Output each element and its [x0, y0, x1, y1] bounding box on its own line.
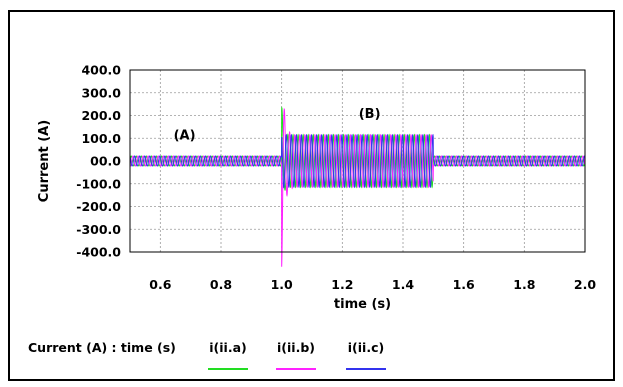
y-tick-label: -100.0	[76, 176, 121, 191]
x-axis-label: time (s)	[334, 297, 391, 312]
x-tick-label: 2.0	[574, 277, 596, 292]
annotation-label: (B)	[359, 107, 381, 122]
y-tick-label: 100.0	[81, 131, 121, 146]
legend-title: Current (A) : time (s)	[28, 340, 176, 355]
plot-area-border	[129, 69, 586, 253]
series-line-i(ii.a)	[129, 106, 586, 191]
y-tick-label: 200.0	[81, 108, 121, 123]
y-tick-label: -200.0	[76, 199, 121, 214]
y-tick-label: 00.0	[90, 154, 121, 169]
x-tick-label: 1.2	[331, 277, 353, 292]
legend-entry-label: i(ii.c)	[348, 340, 384, 355]
x-tick-label: 1.8	[513, 277, 535, 292]
y-tick-label: -300.0	[76, 222, 121, 237]
legend-entry-label: i(ii.a)	[209, 340, 246, 355]
y-tick-labels: 400.0 300.0 200.0 100.0 00.0 -100.0 -200.0 -300…	[76, 63, 121, 260]
y-tick-label: 300.0	[81, 85, 121, 100]
x-tick-label: 1.0	[271, 277, 293, 292]
x-tick-label: 1.4	[392, 277, 414, 292]
series-traces	[129, 106, 586, 267]
series-line-i(ii.c)	[129, 133, 586, 189]
y-tick-label: 400.0	[81, 63, 121, 78]
annotations: (A) (B)	[174, 107, 381, 144]
x-tick-labels: 0.6 0.8 1.0 1.2 1.4 1.6 1.8 2.0	[149, 277, 596, 292]
legend: i(ii.a) i(ii.b) i(ii.c)	[208, 340, 386, 370]
x-tick-label: 1.6	[453, 277, 475, 292]
y-axis-label: Current (A)	[37, 120, 52, 202]
annotation-label: (A)	[174, 128, 196, 143]
x-tick-label: 0.6	[149, 277, 171, 292]
y-tick-label: -400.0	[76, 245, 121, 260]
chart-frame	[8, 10, 615, 381]
x-tick-label: 0.8	[210, 277, 232, 292]
legend-entry-label: i(ii.b)	[277, 340, 315, 355]
series-line-i(ii.b)	[129, 108, 586, 267]
